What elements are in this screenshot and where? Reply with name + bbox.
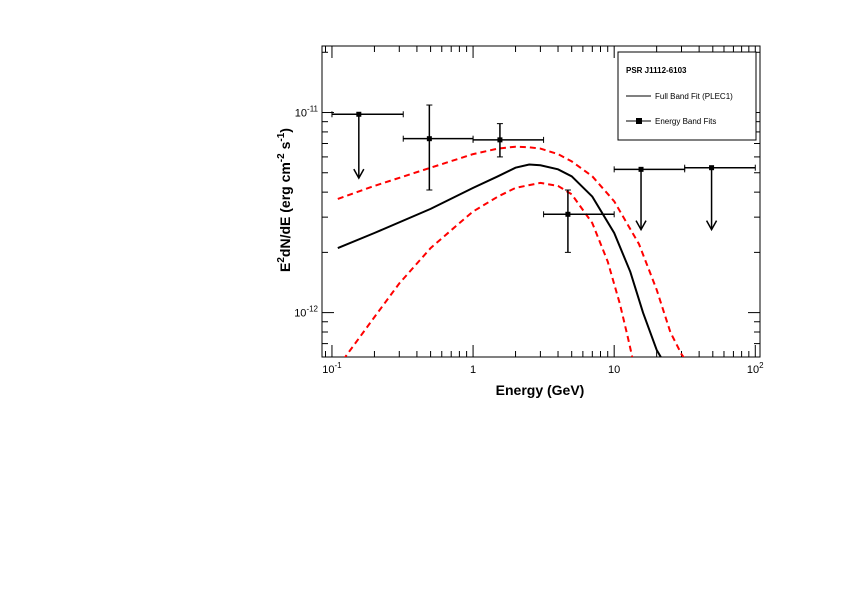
point-marker [426, 136, 432, 142]
legend-label-model: Full Band Fit (PLEC1) [655, 92, 733, 101]
energy-band-points [331, 104, 756, 253]
legend: PSR J1112-6103 Full Band Fit (PLEC1) Ene… [617, 51, 757, 141]
x-tick-label-base: 10 [322, 364, 334, 376]
y-tick-label-exp: -12 [306, 305, 318, 314]
band-point [331, 111, 404, 180]
y-axis-title-sup2: -2 [276, 153, 287, 162]
band-point [684, 164, 756, 232]
band-point [402, 104, 474, 191]
point-marker [356, 111, 362, 117]
model-line [337, 163, 662, 357]
x-tick-label-exp: -1 [335, 361, 343, 370]
x-tick-label: 1 [470, 364, 476, 376]
band-upper-line [337, 145, 685, 357]
y-tick-label: 10-12 [294, 305, 318, 320]
x-axis-title: Energy (GeV) [496, 382, 585, 398]
y-axis-title-mid: dN/dE (erg cm [277, 162, 293, 257]
y-tick-label-exp: -11 [307, 105, 319, 114]
legend-title: PSR J1112-6103 [626, 66, 687, 75]
x-tick-label: 10-1 [322, 361, 342, 376]
point-marker [638, 166, 644, 172]
y-axis-title-sup3: -1 [276, 132, 287, 141]
y-axis-title: E2dN/dE (erg cm-2 s-1) [276, 128, 293, 272]
band-lower-line [343, 181, 634, 357]
x-tick-label-exp: 2 [759, 361, 764, 370]
y-axis-title-sup1: 2 [276, 257, 287, 263]
y-tick-label-base: 10 [295, 108, 307, 120]
y-tick-label: 10-11 [295, 105, 319, 120]
band-point [543, 189, 615, 253]
y-tick-label-base: 10 [294, 308, 306, 320]
legend-label-points: Energy Band Fits [655, 117, 716, 126]
upper-limit-arrowhead [635, 220, 647, 232]
x-tick-label: 102 [747, 361, 764, 376]
axis-ticks [322, 46, 760, 358]
x-tick-label: 10 [608, 364, 620, 376]
point-marker [709, 165, 715, 171]
legend-marker-points [636, 118, 642, 124]
upper-limit-arrowhead [353, 168, 365, 180]
x-tick-label-base: 1 [470, 364, 476, 376]
band-point [613, 166, 686, 232]
x-tick-label-base: 10 [747, 364, 759, 376]
band-point [472, 123, 545, 158]
upper-limit-arrowhead [705, 220, 718, 232]
y-axis-title-base: E [277, 263, 293, 272]
curves [337, 145, 685, 357]
point-marker [497, 137, 503, 143]
x-tick-label-base: 10 [608, 364, 620, 376]
plot-frame [321, 45, 761, 358]
point-marker [565, 211, 571, 217]
y-axis-title-mid2: s [277, 141, 293, 153]
y-axis-title-end: ) [277, 128, 293, 133]
